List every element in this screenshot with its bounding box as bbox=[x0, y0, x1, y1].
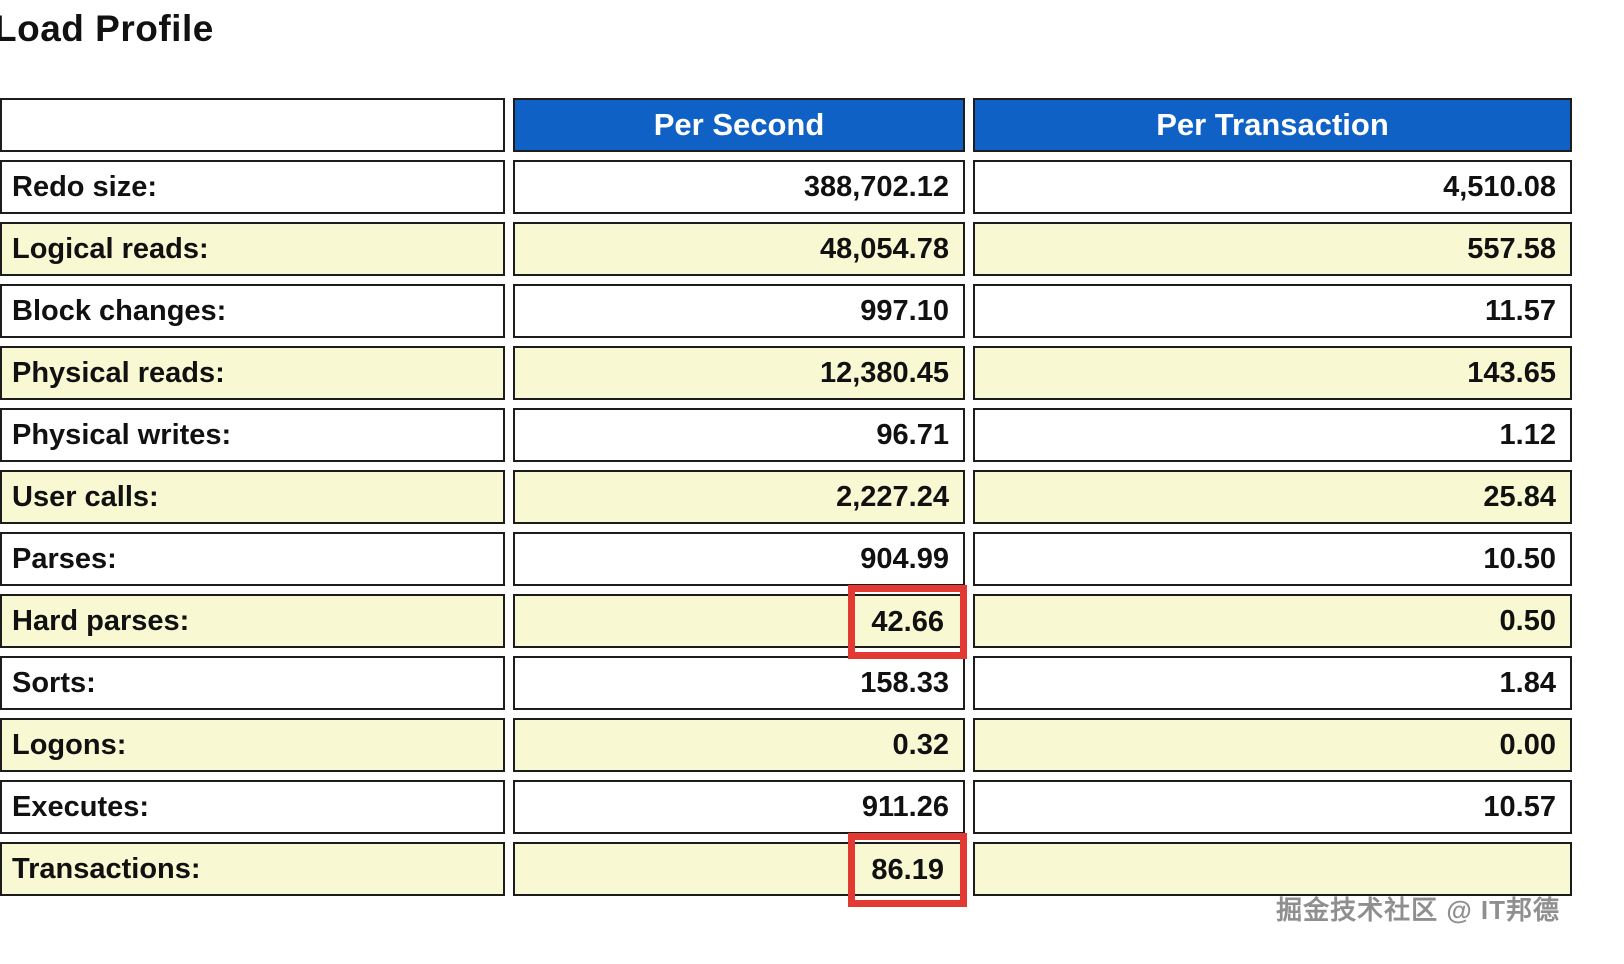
per-second-value: 997.10 bbox=[513, 284, 965, 338]
load-profile-table: Per Second Per Transaction Redo size: 388… bbox=[0, 90, 1580, 907]
row-label: Transactions: bbox=[0, 842, 505, 896]
table-row: Physical reads: 12,380.45 143.65 bbox=[0, 346, 1572, 400]
per-second-value: 911.26 bbox=[513, 780, 965, 834]
per-transaction-value: 10.57 bbox=[973, 780, 1572, 834]
report-page: Load Profile Per Second Per Transaction … bbox=[0, 8, 1624, 964]
table-row: Parses: 904.99 10.50 bbox=[0, 532, 1572, 586]
per-transaction-value: 0.00 bbox=[973, 718, 1572, 772]
per-second-value: 86.19 bbox=[513, 833, 967, 907]
per-transaction-header: Per Transaction bbox=[973, 98, 1572, 152]
table-row: Block changes: 997.10 11.57 bbox=[0, 284, 1572, 338]
per-second-value: 12,380.45 bbox=[513, 346, 965, 400]
per-second-header: Per Second bbox=[513, 98, 965, 152]
table-row: Logical reads: 48,054.78 557.58 bbox=[0, 222, 1572, 276]
page-title: Load Profile bbox=[0, 8, 214, 49]
row-label: Redo size: bbox=[0, 160, 505, 214]
row-label: Parses: bbox=[0, 532, 505, 586]
per-transaction-value: 0.50 bbox=[973, 594, 1572, 648]
row-label: Logons: bbox=[0, 718, 505, 772]
per-transaction-value: 10.50 bbox=[973, 532, 1572, 586]
row-label: User calls: bbox=[0, 470, 505, 524]
per-transaction-value: 143.65 bbox=[973, 346, 1572, 400]
table-row: Redo size: 388,702.12 4,510.08 bbox=[0, 160, 1572, 214]
per-second-value: 2,227.24 bbox=[513, 470, 965, 524]
table-row: Executes: 911.26 10.57 bbox=[0, 780, 1572, 834]
table-row: User calls: 2,227.24 25.84 bbox=[0, 470, 1572, 524]
per-transaction-value: 557.58 bbox=[973, 222, 1572, 276]
per-second-value: 388,702.12 bbox=[513, 160, 965, 214]
per-transaction-value: 25.84 bbox=[973, 470, 1572, 524]
table-row: Hard parses: 42.66 0.50 bbox=[0, 585, 1572, 659]
per-transaction-value: 4,510.08 bbox=[973, 160, 1572, 214]
row-label: Executes: bbox=[0, 780, 505, 834]
per-second-value: 42.66 bbox=[513, 585, 967, 659]
per-transaction-value: 1.84 bbox=[973, 656, 1572, 710]
per-second-value: 48,054.78 bbox=[513, 222, 965, 276]
per-second-value: 158.33 bbox=[513, 656, 965, 710]
table-row: Transactions: 86.19 bbox=[0, 833, 1572, 907]
table-row: Sorts: 158.33 1.84 bbox=[0, 656, 1572, 710]
per-second-value: 904.99 bbox=[513, 532, 965, 586]
row-label: Physical reads: bbox=[0, 346, 505, 400]
highlight-box: 86.19 bbox=[848, 833, 967, 907]
per-transaction-value bbox=[973, 842, 1572, 896]
row-label: Logical reads: bbox=[0, 222, 505, 276]
row-label: Physical writes: bbox=[0, 408, 505, 462]
header-row: Per Second Per Transaction bbox=[0, 98, 1572, 152]
table-body: Redo size: 388,702.12 4,510.08 Logical read… bbox=[0, 160, 1572, 907]
per-transaction-value: 1.12 bbox=[973, 408, 1572, 462]
per-second-value: 0.32 bbox=[513, 718, 965, 772]
per-second-value: 96.71 bbox=[513, 408, 965, 462]
per-transaction-value: 11.57 bbox=[973, 284, 1572, 338]
row-label: Sorts: bbox=[0, 656, 505, 710]
row-label: Block changes: bbox=[0, 284, 505, 338]
watermark: 掘金技术社区 @ IT邦德 bbox=[1276, 895, 1560, 925]
table-row: Physical writes: 96.71 1.12 bbox=[0, 408, 1572, 462]
row-label: Hard parses: bbox=[0, 594, 505, 648]
corner-cell bbox=[0, 98, 505, 152]
table-row: Logons: 0.32 0.00 bbox=[0, 718, 1572, 772]
highlight-box: 42.66 bbox=[848, 585, 967, 659]
